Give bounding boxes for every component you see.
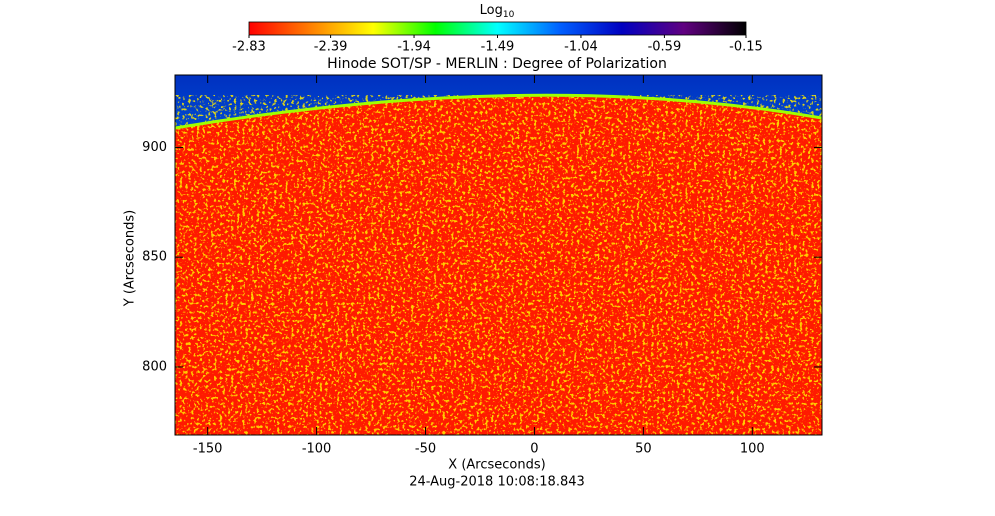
x-tick-label: -150 <box>193 442 223 457</box>
polarization-map <box>175 75 822 435</box>
timestamp: 24-Aug-2018 10:08:18.843 <box>409 475 585 490</box>
colorbar-label: Log10 <box>480 3 515 20</box>
y-tick-label: 900 <box>142 140 167 155</box>
colorbar-tick-label: -0.15 <box>729 40 763 55</box>
x-tick-label: -50 <box>415 442 436 457</box>
x-tick-label: -100 <box>302 442 332 457</box>
colorbar <box>248 21 747 36</box>
colorbar-tick-label: -1.94 <box>397 40 431 55</box>
chart-title: Hinode SOT/SP - MERLIN : Degree of Polar… <box>327 56 667 72</box>
y-tick-label: 800 <box>142 359 167 374</box>
colorbar-tick-label: -2.39 <box>314 40 348 55</box>
plot-frame <box>174 74 823 436</box>
y-tick-label: 850 <box>142 250 167 265</box>
colorbar-tick-label: -0.59 <box>648 40 682 55</box>
x-tick-label: 100 <box>740 442 765 457</box>
x-tick-label: 0 <box>530 442 538 457</box>
colorbar-tick-label: -1.49 <box>481 40 515 55</box>
colorbar-tick-label: -2.83 <box>232 40 266 55</box>
x-axis-label: X (Arcseconds) <box>448 458 545 473</box>
y-axis-label: Y (Arcseconds) <box>123 210 138 307</box>
colorbar-tick-label: -1.04 <box>564 40 598 55</box>
x-tick-label: 50 <box>635 442 652 457</box>
